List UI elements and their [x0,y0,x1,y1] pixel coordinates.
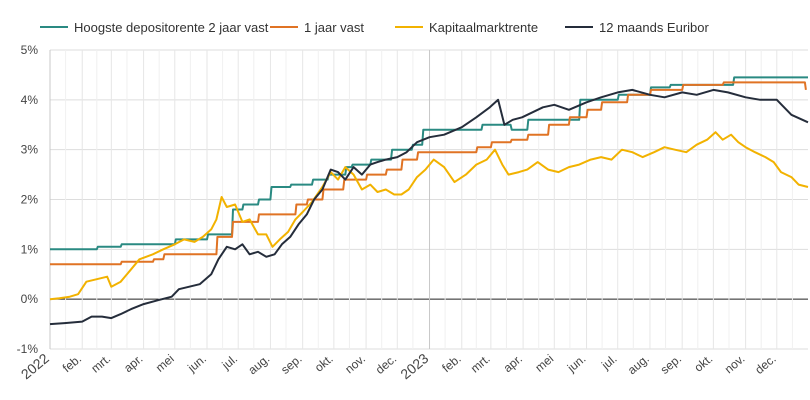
x-tick-label: feb. [439,352,463,376]
legend-swatch [565,26,593,28]
x-tick-label: dec. [752,352,778,377]
x-tick-label: mrt. [88,352,113,376]
legend-swatch [395,26,423,28]
x-tick-label: nov. [342,352,368,377]
x-tick-label: sep. [658,352,684,377]
x-tick-label: jun. [564,352,589,376]
x-tick-label: mei [532,352,556,375]
legend-item[interactable]: Kapitaalmarktrente [395,16,565,38]
x-tick-label: feb. [60,352,84,376]
y-tick-label: 0% [21,292,39,306]
x-tick-label: 2023 [397,350,431,382]
legend-swatch [40,26,68,28]
legend-label: 12 maands Euribor [599,19,709,35]
legend-label: 1 jaar vast [304,19,364,35]
legend-label: Kapitaalmarktrente [429,19,539,35]
x-tick-label: mei [153,352,177,375]
grid-layer [49,49,808,350]
x-tick-label: okt. [312,352,336,375]
chart-legend: Hoogste depositorente 2 jaar vast 1 jaar … [40,16,810,38]
legend-item[interactable]: 1 jaar vast [270,16,395,38]
legend-label: Hoogste depositorente 2 jaar vast [74,19,269,35]
y-tick-label: 5% [21,43,39,57]
y-tick-label: 3% [21,143,39,157]
x-tick-label: jul. [598,352,620,373]
x-tick-label: apr. [121,352,145,376]
series-line-3 [49,131,809,301]
legend-item[interactable]: 12 maands Euribor [565,16,735,38]
x-tick-label: jul. [219,352,241,373]
series-line-1 [50,76,808,251]
y-tick-label: 2% [21,193,39,207]
x-tick-label: aug. [625,352,652,378]
x-tick-label: okt. [691,352,715,375]
y-tick-label: 1% [21,242,39,256]
x-tick-label: mrt. [468,352,493,376]
x-tick-label: nov. [722,352,748,377]
legend-swatch [270,26,298,28]
x-tick-label: sep. [278,352,304,377]
series-line-4 [49,88,809,326]
x-tick-label: jun. [184,352,209,376]
x-tick-label: aug. [245,352,272,378]
x-tick-label: apr. [501,352,525,376]
y-tick-label: -1% [17,342,39,356]
series-line-2 [50,81,807,266]
series-layer [49,76,809,326]
x-tick-label: dec. [373,352,399,377]
legend-item[interactable]: Hoogste depositorente 2 jaar vast [40,16,270,38]
y-tick-label: 4% [21,93,39,107]
